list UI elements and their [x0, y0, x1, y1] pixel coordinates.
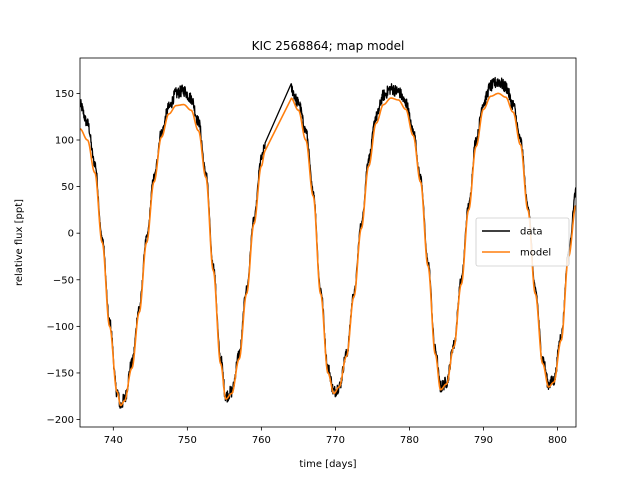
- x-tick-label: 780: [400, 435, 419, 446]
- x-tick-label: 750: [178, 435, 197, 446]
- x-tick-label: 790: [474, 435, 493, 446]
- x-axis-label: time [days]: [299, 459, 356, 470]
- y-tick-label: 50: [61, 182, 74, 193]
- y-tick-label: 150: [55, 89, 74, 100]
- series-line-model: [80, 92, 576, 407]
- y-tick-label: −50: [53, 275, 74, 286]
- y-axis: −200 −150 −100 −50 0 50 100 150: [47, 89, 80, 426]
- legend: data model: [475, 217, 570, 267]
- x-tick-label: 740: [104, 435, 123, 446]
- legend-label-data: data: [520, 227, 543, 238]
- chart-title: KIC 2568864; map model: [252, 39, 405, 53]
- x-tick-label: 770: [326, 435, 345, 446]
- y-tick-label: 100: [55, 136, 74, 147]
- y-axis-label: relative flux [ppt]: [14, 199, 25, 286]
- x-tick-label: 760: [252, 435, 271, 446]
- x-axis: 740 750 760 770 780 790 800: [104, 427, 567, 446]
- y-tick-label: −150: [47, 368, 74, 379]
- x-tick-label: 800: [548, 435, 567, 446]
- y-tick-label: −200: [47, 415, 74, 426]
- legend-box: [475, 217, 570, 267]
- y-tick-label: 0: [68, 229, 74, 240]
- y-tick-label: −100: [47, 322, 74, 333]
- plot-frame: [79, 57, 577, 428]
- legend-label-model: model: [520, 248, 551, 259]
